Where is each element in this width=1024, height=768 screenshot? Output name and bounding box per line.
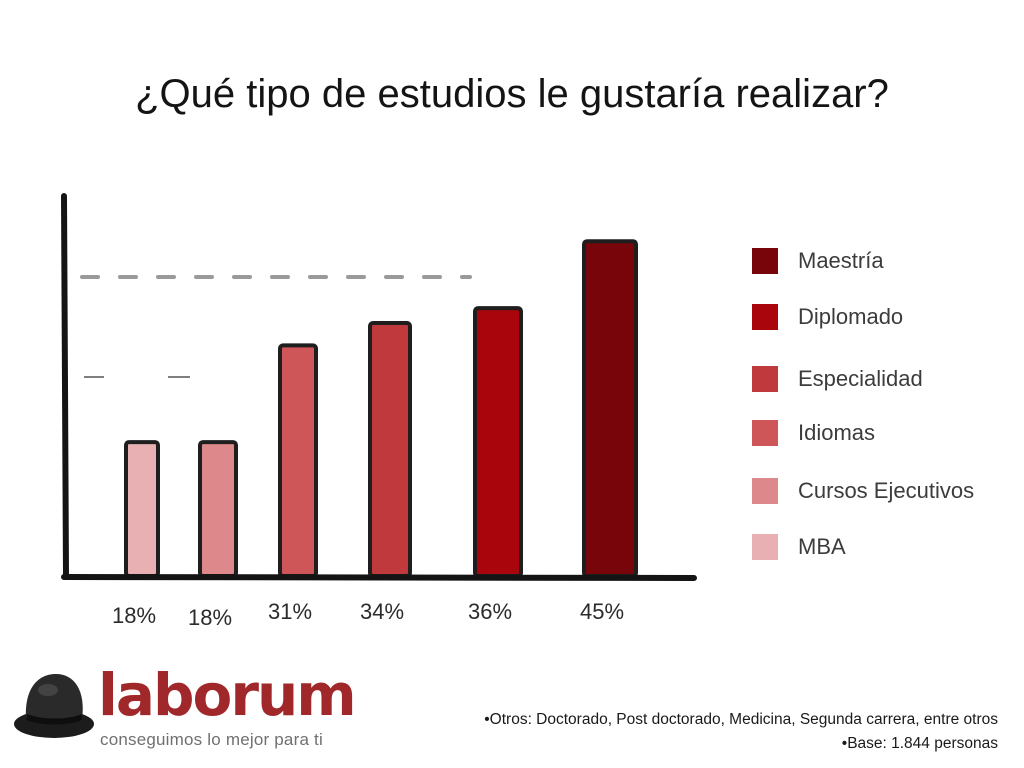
legend-label-especialidad: Especialidad: [798, 366, 923, 391]
legend-swatch-maestria: [752, 248, 778, 274]
bar-diplomado: [473, 306, 523, 578]
legend-swatch-cursos-ejecutivos: [752, 478, 778, 504]
legend-label-maestria: Maestría: [798, 248, 884, 273]
legend-swatch-mba: [752, 534, 778, 560]
footnote-base: •Base: 1.844 personas: [841, 735, 998, 752]
legend-item-cursos-ejecutivos: Cursos Ejecutivos: [752, 478, 974, 504]
bar-mba: [124, 440, 160, 578]
footnotes: •Otros: Doctorado, Post doctorado, Medic…: [484, 708, 998, 756]
logo-tagline: conseguimos lo mejor para ti: [100, 730, 323, 749]
legend-item-maestria: Maestría: [752, 248, 884, 274]
data-label: 45%: [580, 599, 624, 624]
legend-item-idiomas: Idiomas: [752, 420, 875, 446]
bar-especialidad: [368, 321, 412, 579]
legend-label-mba: MBA: [798, 534, 846, 559]
data-label: 34%: [360, 599, 404, 624]
legend-item-especialidad: Especialidad: [752, 366, 923, 392]
legend-label-diplomado: Diplomado: [798, 304, 904, 329]
footnote-otros: •Otros: Doctorado, Post doctorado, Medic…: [484, 711, 998, 728]
bar-cursos-ejecutivos: [198, 440, 238, 578]
data-label: 31%: [268, 599, 312, 624]
legend-item-mba: MBA: [752, 534, 846, 560]
bowler-hat-icon: [14, 674, 94, 738]
data-label: 36%: [468, 599, 512, 624]
y-axis-line: [61, 193, 69, 580]
legend-swatch-especialidad: [752, 366, 778, 392]
legend-item-diplomado: Diplomado: [752, 304, 903, 330]
data-label: 18%: [112, 603, 156, 628]
legend-swatch-diplomado: [752, 304, 778, 330]
x-axis-line: [61, 574, 697, 581]
chart-title: ¿Qué tipo de estudios le gustaría realiz…: [135, 72, 889, 116]
legend-swatch-idiomas: [752, 420, 778, 446]
legend-label-cursos-ejecutivos: Cursos Ejecutivos: [798, 478, 975, 503]
bar-idiomas: [278, 343, 318, 578]
legend-label-idiomas: Idiomas: [798, 420, 876, 445]
laborum-logo: laborum conseguimos lo mejor para ti: [12, 664, 357, 754]
logo-wordmark: laborum: [98, 661, 357, 729]
data-label: 18%: [188, 605, 232, 630]
bar-maestría: [582, 239, 638, 578]
